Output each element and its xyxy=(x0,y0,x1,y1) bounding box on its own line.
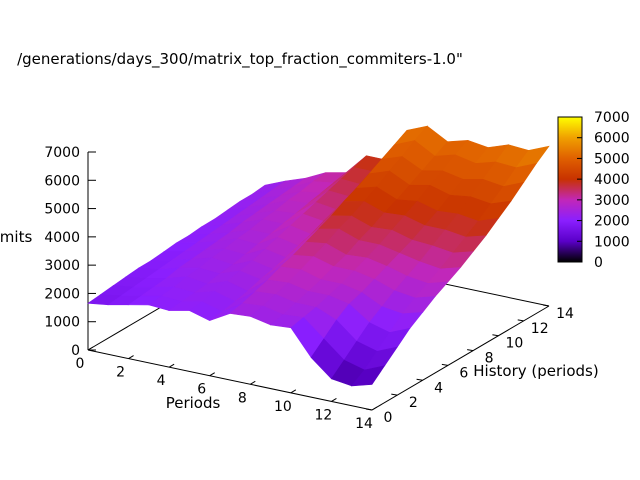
y-tick-label: 6 xyxy=(459,365,468,381)
x-tick-label: 6 xyxy=(197,382,206,398)
y-tick-label: 14 xyxy=(556,306,574,322)
colorbar-tick-label: 0 xyxy=(594,255,603,271)
colorbar-tick-label: 3000 xyxy=(594,193,630,209)
y-tick-mark xyxy=(416,378,423,381)
z-tick-label: 7000 xyxy=(44,145,80,161)
x-tick-mark xyxy=(290,389,297,394)
colorbar-tick-label: 2000 xyxy=(594,214,630,230)
x-axis-label: Periods xyxy=(166,394,221,412)
x-tick-label: 12 xyxy=(315,407,333,423)
x-tick-mark xyxy=(371,406,378,411)
y-tick-mark xyxy=(517,319,524,322)
x-tick-mark xyxy=(250,380,256,385)
z-tick-label: 3000 xyxy=(44,258,80,274)
colorbar-tick-label: 1000 xyxy=(594,234,630,250)
x-tick-label: 8 xyxy=(238,390,247,406)
z-axis-label: commits xyxy=(0,228,32,246)
y-axis-line xyxy=(371,305,550,411)
x-tick-label: 14 xyxy=(355,416,373,432)
z-tick-label: 4000 xyxy=(44,230,80,246)
x-tick-mark xyxy=(168,363,175,368)
y-tick-mark xyxy=(365,408,373,411)
x-axis-line xyxy=(87,349,373,411)
colorbar-tick-label: 6000 xyxy=(594,131,630,147)
x-tick-label: 4 xyxy=(157,373,166,389)
y-tick-mark xyxy=(542,304,550,307)
z-tick-label: 1000 xyxy=(44,315,80,331)
chart-title: /generations/days_300/matrix_top_fractio… xyxy=(17,50,463,69)
y-tick-label: 0 xyxy=(384,410,393,426)
y-tick-label: 8 xyxy=(485,351,494,367)
x-tick-mark xyxy=(331,397,337,402)
colorbar-gradient xyxy=(557,116,583,263)
z-tick-label: 5000 xyxy=(44,202,80,218)
x-tick-mark xyxy=(209,372,215,377)
colorbar-tick-label: 7000 xyxy=(594,110,630,126)
surface-plot xyxy=(87,125,550,387)
x-tick-mark xyxy=(128,355,134,360)
colorbar: 0 1000 2000 3000 4000 5000 6000 7000 xyxy=(557,110,630,271)
y-axis-label: History (periods) xyxy=(473,362,598,380)
x-tick-label: 10 xyxy=(274,399,292,415)
y-tick-mark xyxy=(441,363,448,366)
z-axis-ticks: 0 1000 2000 3000 4000 5000 6000 7000 xyxy=(44,145,96,359)
z-tick-label: 6000 xyxy=(44,173,80,189)
y-tick-mark xyxy=(391,393,398,396)
surface-cell xyxy=(351,365,386,387)
colorbar-tick-label: 5000 xyxy=(594,151,630,167)
y-tick-mark xyxy=(492,334,499,337)
x-tick-label: 0 xyxy=(76,356,85,372)
y-tick-label: 12 xyxy=(531,321,549,337)
x-tick-label: 2 xyxy=(116,365,125,381)
colorbar-tick-label: 4000 xyxy=(594,172,630,188)
z-tick-label: 0 xyxy=(71,343,80,359)
y-tick-mark xyxy=(467,349,474,352)
z-tick-label: 2000 xyxy=(44,286,80,302)
y-tick-label: 4 xyxy=(434,380,443,396)
y-tick-label: 10 xyxy=(506,336,524,352)
y-tick-label: 2 xyxy=(409,395,418,411)
